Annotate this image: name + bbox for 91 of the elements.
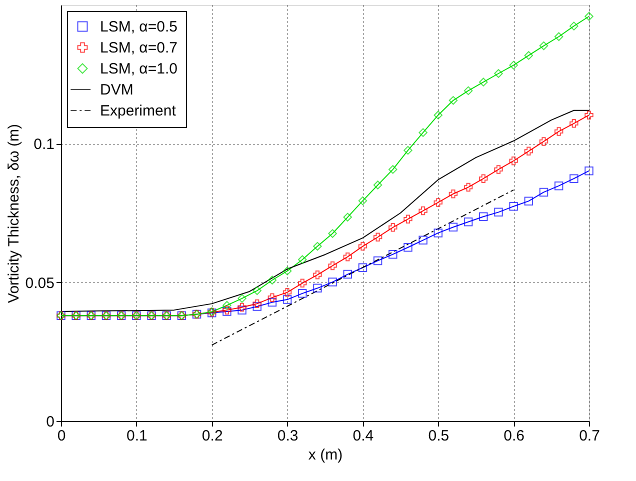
- point: [434, 110, 443, 120]
- point: [479, 212, 488, 221]
- x-tick-label: 0.7: [579, 428, 600, 444]
- point: [343, 212, 352, 222]
- point: [222, 300, 232, 310]
- point: [298, 278, 307, 288]
- point: [313, 242, 322, 251]
- point: [282, 288, 292, 297]
- legend-label: DVM: [100, 82, 134, 98]
- point: [464, 218, 473, 226]
- point: [524, 51, 534, 60]
- point: [343, 252, 352, 262]
- y-tick-label: 0.05: [25, 274, 54, 292]
- point: [539, 41, 548, 50]
- point: [313, 284, 322, 293]
- x-tick-label: 0.5: [428, 428, 450, 444]
- point: [464, 86, 473, 96]
- y-axis-title: Vorticity Thickness, δω (m): [5, 124, 22, 303]
- y-tick-label: 0.1: [34, 136, 54, 154]
- point: [554, 32, 564, 41]
- point: [509, 60, 518, 70]
- point: [373, 180, 382, 190]
- point: [418, 128, 428, 137]
- point: [570, 119, 578, 128]
- point: [238, 302, 246, 312]
- legend-label: Experiment: [100, 102, 177, 120]
- point: [539, 137, 548, 146]
- point: [494, 208, 503, 217]
- point: [524, 146, 534, 156]
- point: [388, 165, 398, 174]
- point: [268, 298, 277, 307]
- point: [418, 236, 428, 245]
- point: [448, 189, 458, 198]
- point: [479, 174, 488, 183]
- x-tick-label: 0: [57, 428, 66, 444]
- point: [524, 196, 534, 206]
- point: [373, 232, 382, 242]
- point: [268, 276, 277, 284]
- point: [252, 299, 262, 308]
- x-tick-label: 0.2: [202, 428, 223, 444]
- x-axis-title: x (m): [308, 446, 343, 464]
- point: [328, 278, 337, 286]
- point: [238, 306, 246, 314]
- point: [404, 146, 412, 155]
- point: [539, 188, 548, 197]
- point: [298, 289, 307, 298]
- y-tick-label: 0: [46, 414, 54, 430]
- point: [434, 228, 443, 238]
- point: [494, 165, 503, 174]
- point: [298, 255, 307, 264]
- point: [343, 270, 352, 279]
- x-tick-label: 0.3: [277, 428, 298, 444]
- point: [509, 156, 518, 166]
- x-tick-label: 0.1: [126, 428, 148, 444]
- point: [373, 256, 382, 266]
- point: [388, 250, 398, 259]
- x-tick-label: 0.4: [352, 428, 374, 444]
- point: [448, 96, 458, 105]
- x-tick-label: 0.6: [504, 428, 524, 444]
- point: [282, 295, 292, 304]
- point: [252, 302, 262, 311]
- point: [554, 181, 564, 190]
- point: [388, 223, 398, 232]
- point: [328, 229, 337, 238]
- legend-label: LSM, α=0.5: [100, 18, 178, 36]
- point: [584, 166, 594, 176]
- point: [268, 293, 277, 302]
- point: [358, 263, 368, 272]
- point: [404, 214, 412, 224]
- point: [584, 110, 594, 120]
- point: [494, 69, 503, 78]
- point: [479, 78, 488, 86]
- point: [570, 174, 578, 183]
- legend-label: LSM, α=0.7: [100, 40, 178, 56]
- point: [448, 222, 458, 232]
- point: [434, 198, 443, 207]
- point: [358, 196, 368, 206]
- point: [238, 294, 246, 303]
- point: [252, 286, 262, 296]
- point: [328, 261, 337, 270]
- point: [282, 266, 292, 276]
- legend-label: LSM, α=1.0: [100, 60, 178, 78]
- point: [358, 242, 368, 251]
- point: [509, 202, 518, 211]
- point: [464, 182, 473, 192]
- point: [313, 270, 322, 280]
- point: [584, 12, 594, 21]
- point: [404, 243, 412, 252]
- point: [554, 127, 564, 136]
- point: [418, 206, 428, 216]
- point: [570, 22, 578, 30]
